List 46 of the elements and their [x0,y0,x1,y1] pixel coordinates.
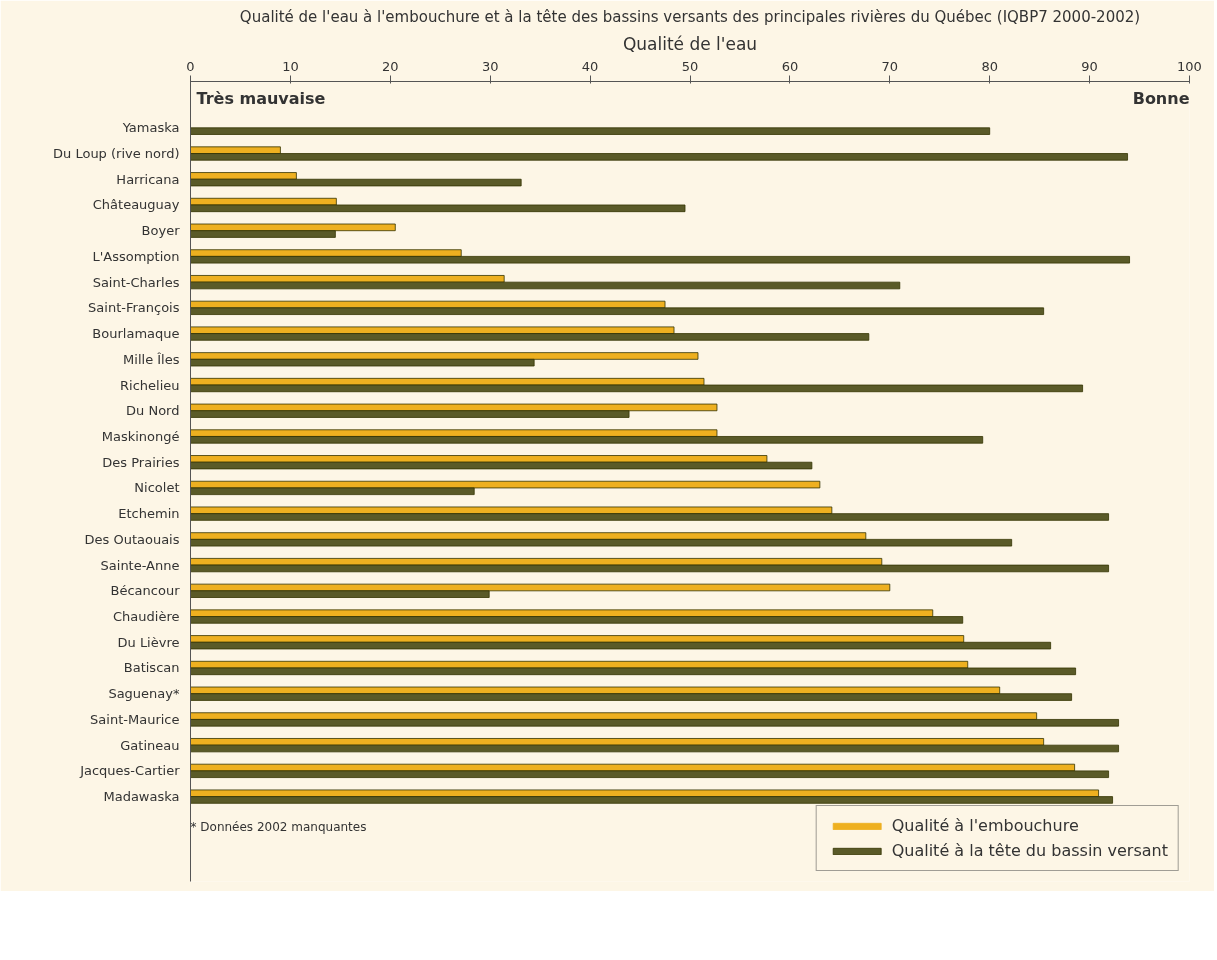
y-tick-label: Des Prairies [102,454,180,470]
bar [190,127,991,135]
x-tick-label: 20 [382,58,399,74]
y-tick-label: Jacques-Cartier [79,763,181,779]
x-tick-label: 30 [481,58,499,74]
x-tick-label: 80 [981,58,998,74]
text: * Données 2002 manquantes [190,820,367,835]
x-tick-label: 100 [1177,58,1202,74]
y-tick-label: Saint-Maurice [90,711,180,727]
y-tick-label: Chaudière [113,609,180,625]
x-axis-title: Qualité de l'eau [622,33,758,54]
x-tick-label: 60 [781,58,799,74]
y-tick-label: Du Nord [126,403,180,419]
y-tick-label: Yamaska [121,120,180,136]
y-tick-label: Madawaska [103,789,180,805]
y-tick-label: Etchemin [118,506,180,522]
y-tick-label: Harricana [116,171,180,187]
x-tick-label: 10 [282,58,299,74]
y-tick-label: Bourlamaque [92,326,180,342]
y-tick-label: Gatineau [120,737,180,753]
y-tick-label: Du Lièvre [117,634,180,650]
y-tick-label: Bécancour [110,583,181,599]
y-tick-label: Châteauguay [92,197,180,213]
y-tick-label: Saint-Charles [92,274,180,290]
legend-label: Qualité à l'embouchure [891,816,1079,835]
x-tick-label: 70 [881,58,899,74]
y-tick-label: Boyer [141,223,181,239]
x-tick-label: 40 [581,58,599,74]
x-tick-label: 50 [681,58,699,74]
text: Très mauvaise [196,88,326,108]
y-tick-label: Nicolet [134,480,180,496]
y-tick-label: Maskinongé [101,428,180,444]
y-tick-label: Saguenay* [108,686,180,702]
text: Bonne [1132,88,1190,108]
y-tick-label: Richelieu [120,377,180,393]
y-tick-label: Des Outaouais [84,531,180,547]
y-tick-label: Sainte-Anne [100,557,180,573]
x-tick-label: 90 [1081,58,1098,74]
y-tick-label: Mille Îles [123,351,180,367]
y-tick-label: Saint-François [88,300,180,316]
y-tick-label: Du Loup (rive nord) [53,146,180,162]
x-tick-label: 0 [186,58,195,74]
y-tick-label: L'Assomption [92,248,180,264]
legend-label: Qualité à la tête du bassin versant [891,841,1168,860]
chart-title: Qualité de l'eau à l'embouchure et à la tête des bassins versants des principales rivières du Québec (IQBP7 2000-2002) [239,7,1141,26]
y-tick-label: Batiscan [123,660,180,676]
